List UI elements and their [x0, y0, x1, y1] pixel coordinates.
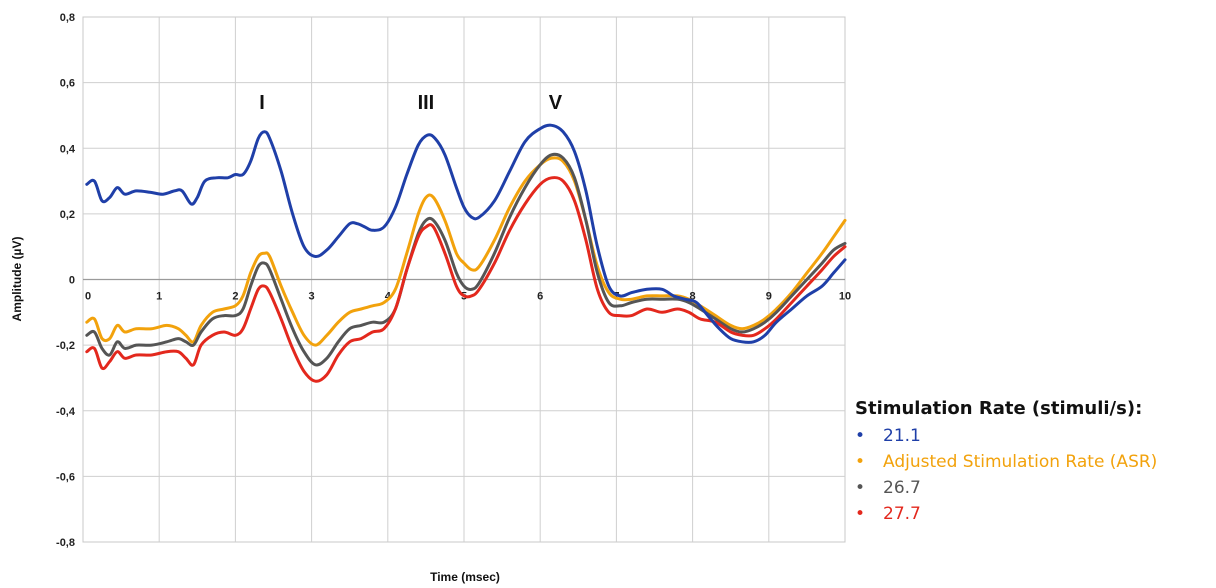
peak-label: III: [418, 92, 435, 114]
series-line-21-1: [85, 123, 847, 344]
legend-label: Adjusted Stimulation Rate (ASR): [883, 452, 1158, 472]
series-line-27-7: [85, 176, 847, 383]
legend-item: • 21.1: [855, 423, 1157, 449]
peak-label: I: [259, 92, 265, 114]
legend-title: Stimulation Rate (stimuli/s):: [855, 398, 1143, 419]
y-tick-label: 0,4: [60, 143, 76, 155]
series-line-26-7: [85, 152, 847, 367]
x-tick-label: 9: [766, 291, 772, 303]
y-tick-label: 0,6: [60, 78, 75, 90]
x-tick-label: 6: [537, 291, 543, 303]
x-tick-label: 4: [385, 291, 392, 303]
legend-item: • 26.7: [855, 475, 1157, 501]
y-tick-label: -0,4: [56, 406, 76, 418]
y-tick-label: -0,8: [56, 537, 75, 549]
legend-label: 27.7: [883, 504, 921, 524]
y-axis-title: Amplitude (µV): [10, 237, 24, 322]
x-tick-label: 2: [232, 291, 238, 303]
y-tick-label: -0,2: [56, 340, 75, 352]
y-tick-label: 0,8: [60, 12, 75, 24]
axes: 0,80,60,40,20-0,2-0,4-0,6-0,80 1 2 3 4 5 6 7 8 9 1…: [56, 12, 851, 549]
y-tick-label: -0,6: [56, 471, 75, 483]
peak-label: V: [549, 92, 563, 114]
y-tick-label: 0,2: [60, 209, 75, 221]
legend-items: • 21.1 • Adjusted Stimulation Rate (ASR) • 26…: [855, 423, 1157, 527]
legend-label: 26.7: [883, 478, 921, 498]
legend-bullet-icon: •: [855, 452, 866, 472]
series-lines: [85, 123, 847, 383]
legend-label: 21.1: [883, 426, 921, 446]
x-tick-label: 1: [156, 291, 162, 303]
x-axis-title: Time (msec): [430, 570, 500, 584]
legend-bullet-icon: •: [855, 426, 866, 446]
x-tick-label: 0: [85, 291, 91, 303]
peak-annotations: I III V: [259, 92, 562, 114]
x-tick-label: 10: [839, 291, 851, 303]
legend-bullet-icon: •: [855, 478, 866, 498]
grid: [82, 16, 846, 543]
x-tick-label: 7: [613, 291, 619, 303]
x-tick-label: 3: [309, 291, 315, 303]
legend: Stimulation Rate (stimuli/s): • 21.1 • Adju…: [855, 398, 1157, 527]
legend-bullet-icon: •: [855, 504, 866, 524]
legend-item: • 27.7: [855, 501, 1157, 527]
y-tick-label: 0: [69, 275, 75, 287]
x-tick-label: 8: [690, 291, 696, 303]
legend-item: • Adjusted Stimulation Rate (ASR): [855, 449, 1157, 475]
